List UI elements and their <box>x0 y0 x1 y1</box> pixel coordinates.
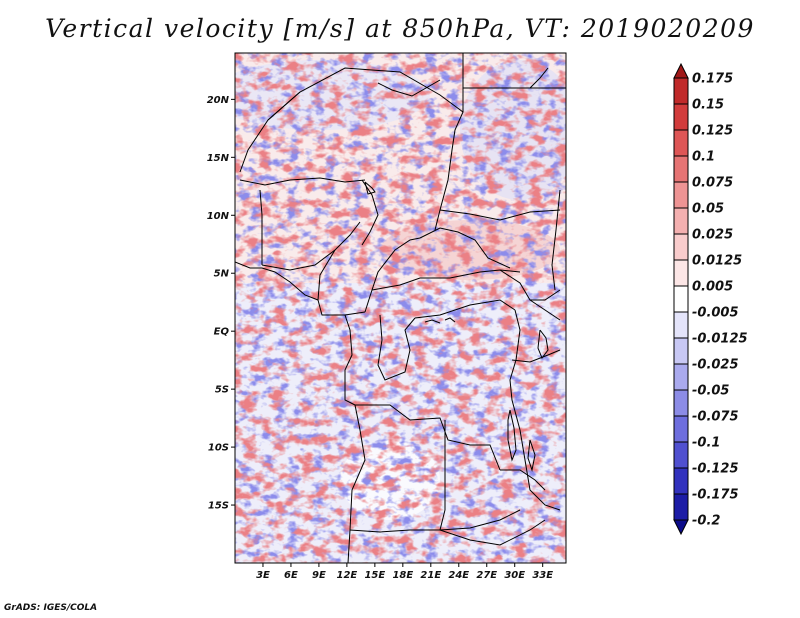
lon-label: 15E <box>364 570 385 581</box>
colorbar-swatch <box>673 337 689 365</box>
lat-label: 5N <box>214 269 230 280</box>
colorbar-label: -0.1 <box>692 436 720 451</box>
colorbar-label: -0.075 <box>692 410 739 425</box>
colorbar-label: -0.2 <box>692 514 720 529</box>
colorbar-swatch <box>673 415 689 443</box>
colorbar-swatch <box>673 493 689 521</box>
colorbar-swatch <box>673 207 689 235</box>
colorbar-label: -0.025 <box>692 358 739 373</box>
country-borders <box>235 53 566 563</box>
colorbar-label: 0.125 <box>692 124 733 139</box>
colorbar-label: 0.1 <box>692 150 715 165</box>
colorbar-label: -0.0125 <box>692 332 748 347</box>
colorbar-swatch <box>673 311 689 339</box>
lat-label: 10N <box>207 211 230 222</box>
colorbar-min-arrow <box>673 519 689 536</box>
lon-label: 30E <box>504 570 525 581</box>
map-title: Vertical velocity [m/s] at 850hPa, VT: 2… <box>45 14 755 43</box>
colorbar-label: 0.15 <box>692 98 724 113</box>
colorbar-swatch <box>673 129 689 157</box>
colorbar-swatch <box>673 233 689 261</box>
lon-label: 12E <box>337 570 358 581</box>
lon-label: 21E <box>420 570 441 581</box>
lon-label: 3E <box>256 570 270 581</box>
colorbar-swatch <box>673 259 689 287</box>
colorbar-label: -0.175 <box>692 488 739 503</box>
lon-label: 33E <box>532 570 553 581</box>
lon-label: 24E <box>448 570 469 581</box>
lat-label: 15S <box>208 501 229 512</box>
grads-credit: GrADS: IGES/COLA <box>4 603 98 613</box>
colorbar-label: 0.05 <box>692 202 724 217</box>
lat-label: 20N <box>207 95 230 106</box>
lon-label: 18E <box>392 570 413 581</box>
velocity-field <box>235 53 566 563</box>
lat-label: 15N <box>207 153 230 164</box>
colorbar-swatch <box>673 155 689 183</box>
colorbar: 0.175 0.15 0.125 0.1 0.075 0.05 0.025 0.0125 0.0… <box>673 62 748 536</box>
colorbar-swatch <box>673 103 689 131</box>
lon-label: 9E <box>312 570 326 581</box>
colorbar-swatch <box>673 389 689 417</box>
latitude-axis: 20N 15N 10N 5N EQ 5S 10S 15S <box>207 95 235 512</box>
colorbar-label: 0.005 <box>692 280 733 295</box>
lat-label: 10S <box>208 443 229 454</box>
colorbar-swatch <box>673 467 689 495</box>
colorbar-label: 0.175 <box>692 72 733 87</box>
colorbar-label: -0.125 <box>692 462 739 477</box>
colorbar-swatch <box>673 77 689 105</box>
colorbar-label: 0.075 <box>692 176 733 191</box>
colorbar-label: -0.05 <box>692 384 729 399</box>
colorbar-label: -0.005 <box>692 306 739 321</box>
lon-label: 6E <box>284 570 298 581</box>
colorbar-max-arrow <box>673 62 689 79</box>
lat-label: 5S <box>215 385 229 396</box>
colorbar-label: 0.0125 <box>692 254 742 269</box>
longitude-axis: 3E 6E 9E 12E 15E 18E 21E 24E 27E 30E 33E <box>256 563 553 581</box>
colorbar-swatch <box>673 285 689 313</box>
lat-label: EQ <box>214 327 230 338</box>
colorbar-swatch <box>673 441 689 469</box>
colorbar-swatch <box>673 363 689 391</box>
lon-label: 27E <box>476 570 497 581</box>
colorbar-swatch <box>673 181 689 209</box>
plot-frame <box>234 52 567 564</box>
colorbar-label: 0.025 <box>692 228 733 243</box>
